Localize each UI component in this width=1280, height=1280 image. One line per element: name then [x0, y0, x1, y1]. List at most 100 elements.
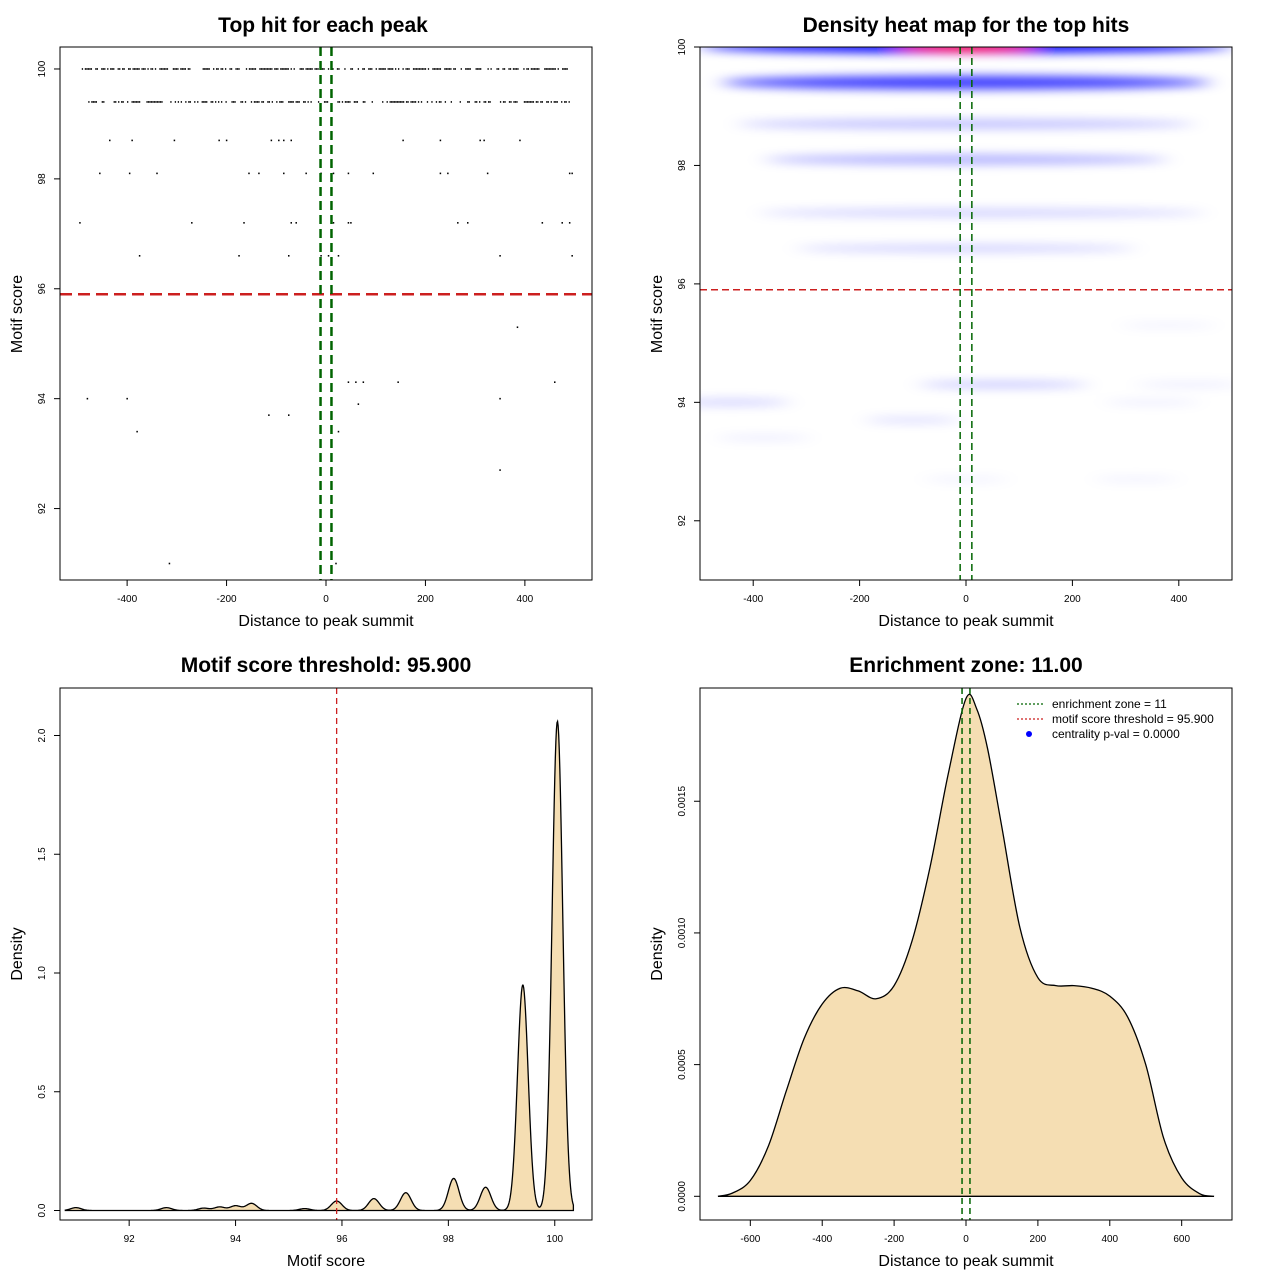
scatter-point: [563, 68, 565, 70]
scatter-point: [529, 101, 532, 103]
score-density-x-tick-label: 96: [336, 1234, 348, 1245]
scatter-point: [347, 101, 350, 103]
scatter-point: [102, 68, 104, 70]
scatter-point: [356, 101, 359, 103]
scatter-point: [91, 101, 93, 103]
scatter-point: [265, 68, 267, 70]
scatter-point: [136, 430, 138, 433]
scatter-point: [439, 139, 442, 142]
scatter-point: [248, 172, 250, 175]
scatter-point: [408, 68, 410, 70]
scatter-point: [454, 68, 456, 70]
scatter-point: [561, 222, 563, 224]
scatter-point: [138, 68, 140, 70]
scatter-point: [490, 68, 492, 70]
scatter-point: [327, 68, 330, 70]
scatter-point: [103, 101, 105, 103]
scatter-point: [283, 68, 285, 70]
scatter-point: [317, 101, 320, 103]
scatter-point: [528, 101, 530, 103]
scatter-point: [548, 68, 550, 70]
scatter-point: [177, 68, 179, 70]
scatter-point: [225, 101, 227, 103]
scatter-point: [435, 68, 437, 70]
scatter-point: [337, 255, 340, 257]
scatter-point: [432, 68, 434, 70]
scatter-point: [301, 68, 303, 70]
scatter-point: [571, 255, 573, 257]
scatter-point: [266, 68, 269, 70]
scatter-point: [166, 68, 169, 70]
score-density-x-tick-label: 100: [546, 1234, 563, 1245]
scatter-point: [420, 68, 422, 70]
score-density-y-tick-label: 0.0: [37, 1203, 48, 1217]
scatter-point: [547, 101, 549, 103]
scatter-point: [310, 101, 312, 103]
scatter-point: [248, 68, 251, 70]
scatter-point: [405, 101, 408, 103]
scatter-point: [417, 68, 419, 70]
scatter-point: [141, 68, 143, 70]
scatter-point: [181, 68, 184, 70]
scatter-point: [509, 68, 512, 70]
scatter-point: [122, 68, 124, 70]
scatter-point: [86, 68, 88, 70]
scatter-point: [251, 68, 254, 70]
scatter-point: [295, 101, 297, 103]
scatter-point: [127, 101, 129, 103]
scatter-point: [232, 101, 235, 103]
scatter-point: [184, 68, 186, 70]
scatter-point: [344, 101, 347, 103]
scatter-point: [532, 101, 535, 103]
scatter-point: [450, 101, 452, 103]
scatter-point: [283, 172, 285, 175]
scatter-point: [485, 101, 487, 103]
scatter-point: [160, 68, 163, 70]
scatter-point: [541, 222, 544, 224]
scatter-point: [410, 101, 412, 103]
scatter-point: [286, 68, 288, 70]
scatter-y-tick-label: 92: [37, 503, 48, 515]
scatter-point: [128, 172, 131, 175]
scatter-point: [151, 68, 154, 70]
scatter-point: [554, 381, 556, 383]
scatter-point: [568, 101, 570, 103]
scatter-point: [447, 172, 449, 175]
scatter-point: [368, 68, 370, 70]
heatmap-background: [700, 47, 1232, 580]
scatter-point: [244, 101, 247, 103]
scatter-point: [550, 101, 552, 103]
scatter-point: [347, 381, 350, 383]
scatter-point: [107, 68, 109, 70]
scatter-point: [468, 101, 470, 103]
scatter-point: [413, 101, 415, 103]
scatter-point: [238, 68, 240, 70]
scatter-point: [205, 68, 207, 70]
scatter-point: [307, 68, 309, 70]
scatter-point: [210, 101, 212, 103]
scatter-point: [295, 222, 297, 224]
scatter-point: [235, 68, 237, 70]
scatter-point: [550, 68, 552, 70]
scatter-point: [162, 68, 164, 70]
scatter-point: [153, 101, 156, 103]
heatmap-y-tick-label: 100: [677, 38, 688, 55]
scatter-point: [447, 68, 449, 70]
scatter-point: [149, 101, 151, 103]
scatter-point: [350, 222, 352, 224]
score-density-y-tick-label: 1.5: [37, 847, 48, 861]
scatter-point: [88, 101, 90, 103]
scatter-point: [230, 68, 233, 70]
scatter-point: [276, 101, 278, 103]
scatter-point: [270, 139, 273, 142]
scatter-point: [250, 101, 253, 103]
scatter-point: [436, 68, 439, 70]
scatter-point: [188, 101, 190, 103]
scatter-point: [402, 139, 404, 142]
scatter-point: [253, 68, 255, 70]
scatter-point: [104, 68, 106, 70]
scatter-point: [115, 101, 117, 103]
scatter-point: [304, 101, 306, 103]
score-density-panel: Motif score threshold: 95.900 92 94 96 98 10…: [9, 654, 593, 1270]
scatter-point: [81, 68, 84, 70]
